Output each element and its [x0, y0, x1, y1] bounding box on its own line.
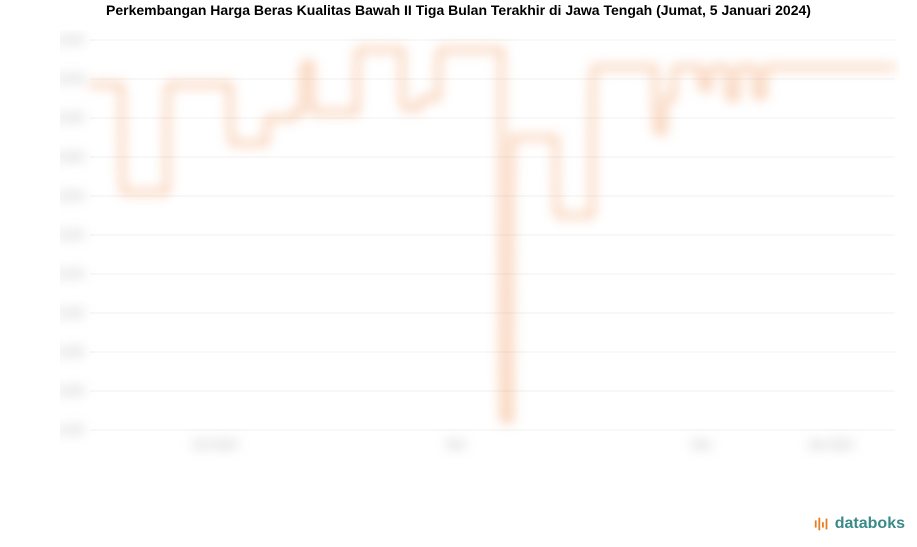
watermark: databoks [813, 515, 905, 533]
y-tick-label: 12,400 [60, 230, 84, 241]
y-tick-label: 12,800 [60, 152, 84, 163]
x-tick-label: Dec [692, 439, 712, 451]
grid-lines [90, 40, 895, 430]
y-tick-label: 12,200 [60, 269, 84, 280]
chart-container: Perkembangan Harga Beras Kualitas Bawah … [0, 0, 917, 547]
y-tick-label: 13,000 [60, 113, 84, 124]
chart-title: Perkembangan Harga Beras Kualitas Bawah … [0, 2, 917, 18]
y-axis-labels: 11,400 11,600 11,800 12,000 12,200 12,400 12,6… [60, 35, 84, 436]
x-tick-label: Jan 2024 [808, 439, 853, 451]
y-tick-label: 12,000 [60, 308, 84, 319]
y-tick-label: 11,800 [60, 347, 84, 358]
y-tick-label: 13,200 [60, 74, 84, 85]
y-tick-label: 11,600 [60, 386, 84, 397]
logo-bars [815, 518, 828, 531]
x-tick-label: Nov [446, 439, 466, 451]
y-tick-label: 13,400 [60, 35, 84, 46]
x-tick-label: Oct 2023 [192, 439, 237, 451]
watermark-text: databoks [835, 515, 905, 533]
y-tick-label: 11,400 [60, 425, 84, 436]
y-tick-label: 12,600 [60, 191, 84, 202]
x-axis-labels: Oct 2023 Nov Dec Jan 2024 [192, 439, 853, 451]
databoks-logo-icon [813, 515, 831, 533]
plot-area: 11,400 11,600 11,800 12,000 12,200 12,400 12,6… [60, 30, 900, 460]
